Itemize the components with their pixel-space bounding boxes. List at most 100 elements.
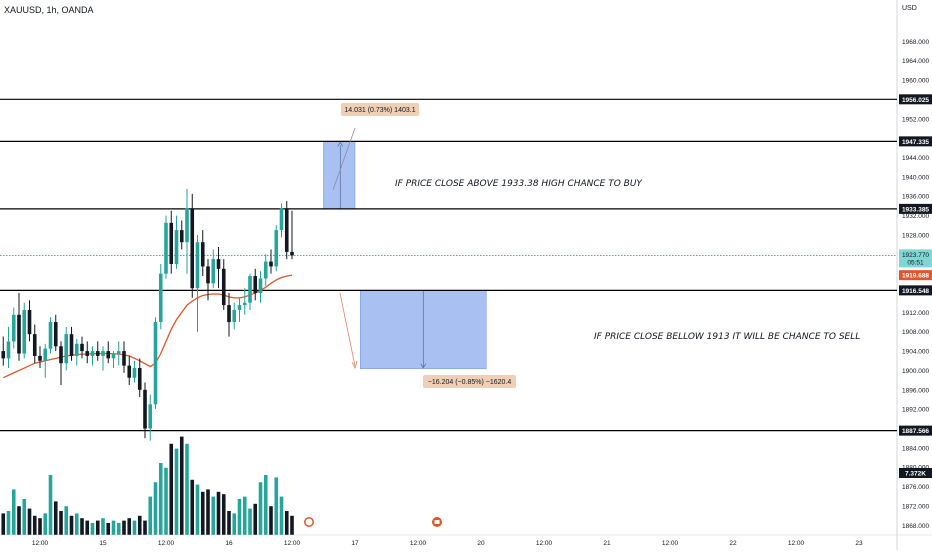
- volume-bar: [200, 491, 205, 535]
- volume-bar: [158, 463, 163, 535]
- volume-bar: [127, 518, 132, 535]
- level-price-tag: 1956.025: [899, 94, 932, 105]
- volume-bar: [258, 482, 263, 535]
- candle-body: [59, 346, 63, 364]
- price-tick-label: 1868.000: [902, 523, 929, 530]
- volume-bar: [69, 515, 74, 535]
- candle-body: [95, 351, 100, 356]
- price-tick-label: 1900.000: [902, 368, 929, 375]
- symbol-title: XAUUSD, 1h, OANDA: [4, 5, 94, 15]
- volume-bar: [22, 499, 27, 535]
- event-marker-inner: [305, 518, 313, 526]
- volume-bar: [143, 520, 147, 535]
- candle-body: [200, 242, 205, 267]
- volume-bar: [74, 513, 79, 535]
- volume-bar: [211, 496, 216, 535]
- candle-body: [258, 278, 263, 294]
- volume-bar: [85, 520, 90, 535]
- price-tick-label: 1964.000: [902, 58, 929, 65]
- candle-body: [206, 266, 210, 284]
- volume-bar: [6, 511, 11, 535]
- ma-tag-bg: [899, 270, 932, 281]
- time-tick-label: 21: [603, 540, 611, 547]
- calendar-event-marker: [432, 517, 442, 527]
- volume-bar: [1, 513, 6, 535]
- price-tick-label: 1952.000: [902, 116, 929, 123]
- candle-body: [64, 334, 69, 364]
- volume-bar: [137, 515, 142, 535]
- candle-body: [48, 322, 53, 349]
- candle-body: [127, 365, 132, 378]
- level-tag-bg: [899, 136, 932, 147]
- volume-bar: [80, 518, 84, 535]
- candle-body: [27, 309, 32, 335]
- candle-body: [158, 273, 163, 323]
- volume-bar: [227, 511, 231, 535]
- candle-body: [221, 268, 226, 306]
- price-tick-label: 1908.000: [902, 329, 929, 336]
- sell-arrow-head: [420, 363, 427, 369]
- volume-bar: [232, 513, 237, 535]
- time-tick-label: 12:00: [32, 540, 49, 547]
- volume-bar: [237, 499, 242, 535]
- candle-body: [211, 259, 216, 284]
- candle-body: [85, 351, 90, 356]
- level-price-tag: 1947.335: [899, 136, 932, 147]
- candle-body: [53, 322, 58, 347]
- time-tick-label: 12:00: [788, 540, 805, 547]
- volume-bar: [95, 520, 100, 535]
- candle-body: [6, 341, 11, 359]
- calendar-marker-inner: [434, 520, 440, 524]
- volume-bar: [111, 520, 116, 535]
- volume-bar: [248, 508, 252, 535]
- candle-body: [148, 404, 153, 429]
- volume-bar: [274, 477, 279, 535]
- volume-bar: [53, 501, 58, 535]
- candle-body: [232, 309, 237, 323]
- buy-measure-box: [323, 141, 356, 210]
- price-tick-label: 1876.000: [902, 484, 929, 491]
- candle-body: [169, 222, 174, 264]
- volume-bar: [164, 467, 168, 535]
- candle-body: [116, 351, 121, 354]
- volume-bar: [195, 484, 200, 535]
- candle-body: [269, 261, 273, 267]
- time-tick-label: 12:00: [410, 540, 427, 547]
- time-tick-label: 23: [855, 540, 863, 547]
- down-arrow-line: [339, 292, 356, 367]
- current-tag-countdown: 05:51: [907, 259, 924, 266]
- candle-body: [17, 314, 21, 354]
- level-price-tag: 1933.385: [899, 203, 932, 214]
- price-tick-label: 1904.000: [902, 349, 929, 356]
- event-marker: [304, 517, 314, 527]
- candle-body: [143, 389, 147, 429]
- volume-bar: [279, 496, 284, 535]
- level-tag-text: 1947.335: [902, 139, 929, 146]
- candle-body: [111, 353, 116, 359]
- ma-tag-text: 1919.688: [902, 273, 929, 280]
- price-tick-label: 1928.000: [902, 232, 929, 239]
- candle-body: [253, 276, 258, 294]
- candle-body: [80, 343, 84, 352]
- candle-body: [185, 208, 189, 243]
- volume-bar: [90, 523, 95, 535]
- candle-body: [1, 351, 6, 359]
- candle-body: [22, 309, 27, 354]
- candle-body: [164, 222, 168, 274]
- price-tick-label: 1912.000: [902, 310, 929, 317]
- volume-bar: [263, 475, 268, 535]
- time-tick-label: 12:00: [662, 540, 679, 547]
- candle-body: [263, 261, 268, 279]
- volume-bar: [38, 518, 42, 535]
- buy-measure-label: 14.031 (0.73%) 1403.1: [341, 103, 419, 116]
- time-tick-label: 20: [477, 540, 485, 547]
- sell-measure-label: −16.204 (−0.85%) −1620.4: [423, 375, 516, 388]
- volume-bar: [221, 494, 226, 535]
- level-tag-bg: [899, 203, 932, 214]
- candle-body: [137, 368, 142, 390]
- buy-measure-label-bg: [341, 103, 419, 116]
- candle-body: [190, 208, 195, 289]
